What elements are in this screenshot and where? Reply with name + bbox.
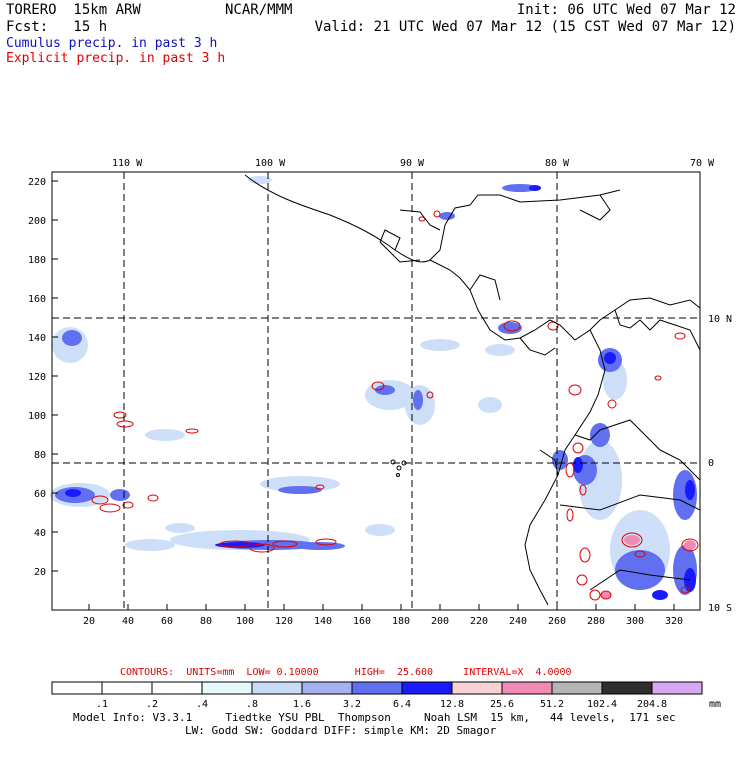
init-time: Init: 06 UTC Wed 07 Mar 12 [516, 2, 736, 18]
colorbar-swatch [51, 681, 103, 695]
lon-label-80w: 80 W [545, 158, 570, 169]
x-tick-label: 20 [83, 616, 95, 627]
colorbar-swatch [401, 681, 453, 695]
y-tick-label: 80 [34, 450, 46, 461]
colorbar-swatch [551, 681, 603, 695]
x-tick-label: 320 [665, 616, 683, 627]
colorbar-label: 102.4 [587, 699, 617, 710]
colorbar-labels: .1 .2 .4 .8 1.6 3.2 6.4 12.8 25.6 51.2 1… [96, 699, 721, 710]
colorbar-label: 3.2 [343, 699, 361, 710]
colorbar-label: .8 [246, 699, 258, 710]
colorbar-swatch [651, 681, 703, 695]
valid-time: Valid: 21 UTC Wed 07 Mar 12 (15 CST Wed … [314, 19, 736, 35]
x-tick-label: 160 [353, 616, 371, 627]
colorbar-swatch [101, 681, 153, 695]
colorbar-swatch [201, 681, 253, 695]
lon-label-70w: 70 W [690, 158, 715, 169]
explicit-precip-contours [91, 210, 699, 601]
colorbar-label: 6.4 [393, 699, 411, 710]
colorbar-swatch [351, 681, 403, 695]
y-tick-label: 120 [28, 372, 46, 383]
model-title: TORERO 15km ARW [6, 2, 141, 18]
y-tick-label: 20 [34, 567, 46, 578]
x-tick-label: 300 [626, 616, 644, 627]
center-label: NCAR/MMM [225, 2, 293, 18]
precip-map: 110 W 100 W 90 W 80 W 70 W 10 N 0 10 S [28, 158, 732, 710]
lon-label-100w: 100 W [255, 158, 286, 169]
x-tick-labels: 20 40 60 80 100 120 140 160 180 200 220 … [83, 616, 683, 627]
contour-info: CONTOURS: UNITS=mm LOW= 0.10000 HIGH= 25… [120, 667, 572, 678]
colorbar-swatch [251, 681, 303, 695]
x-tick-label: 80 [200, 616, 212, 627]
axis-ticks [52, 180, 675, 610]
lat-label-10n: 10 N [708, 314, 732, 325]
x-tick-label: 240 [509, 616, 527, 627]
y-tick-label: 140 [28, 333, 46, 344]
colorbar-swatch [601, 681, 653, 695]
x-tick-label: 200 [431, 616, 449, 627]
colorbar-label: 12.8 [440, 699, 464, 710]
x-tick-label: 260 [548, 616, 566, 627]
colorbar-label: 51.2 [540, 699, 564, 710]
colorbar-label: .1 [96, 699, 108, 710]
colorbar-label: .4 [196, 699, 208, 710]
y-tick-label: 220 [28, 177, 46, 188]
x-tick-label: 140 [314, 616, 332, 627]
coastlines [244, 174, 701, 606]
model-info-line2: LW: Godd SW: Goddard DIFF: simple KM: 2D… [185, 724, 497, 737]
explicit-legend: Explicit precip. in past 3 h [6, 51, 226, 66]
x-tick-label: 280 [587, 616, 605, 627]
y-tick-label: 160 [28, 294, 46, 305]
colorbar-swatch [151, 681, 203, 695]
lon-label-110w: 110 W [112, 158, 143, 169]
colorbar-label: 204.8 [637, 699, 667, 710]
cumulus-legend: Cumulus precip. in past 3 h [6, 36, 218, 51]
colorbar-swatch [501, 681, 553, 695]
y-tick-labels: 220 200 180 160 140 120 100 80 60 40 20 [28, 177, 46, 578]
graticule [52, 172, 700, 610]
y-tick-label: 40 [34, 528, 46, 539]
colorbar-label: 25.6 [490, 699, 514, 710]
y-tick-label: 200 [28, 216, 46, 227]
colorbar-swatch [301, 681, 353, 695]
model-info-line1: Model Info: V3.3.1 Tiedtke YSU PBL Thomp… [73, 711, 676, 724]
lat-label-10s: 10 S [708, 603, 732, 614]
x-tick-label: 220 [470, 616, 488, 627]
colorbar-label: .2 [146, 699, 158, 710]
x-tick-label: 120 [275, 616, 293, 627]
y-tick-label: 100 [28, 411, 46, 422]
lat-label-0: 0 [708, 458, 714, 469]
x-tick-label: 40 [122, 616, 134, 627]
x-tick-label: 60 [161, 616, 173, 627]
colorbar [51, 681, 703, 695]
plot-frame [51, 171, 701, 611]
colorbar-swatch [451, 681, 503, 695]
x-tick-label: 180 [392, 616, 410, 627]
y-tick-label: 180 [28, 255, 46, 266]
colorbar-unit: mm [709, 699, 721, 710]
colorbar-label: 1.6 [293, 699, 311, 710]
lon-label-90w: 90 W [400, 158, 425, 169]
x-tick-label: 100 [236, 616, 254, 627]
forecast-hour: Fcst: 15 h [6, 19, 108, 35]
y-tick-label: 60 [34, 489, 46, 500]
